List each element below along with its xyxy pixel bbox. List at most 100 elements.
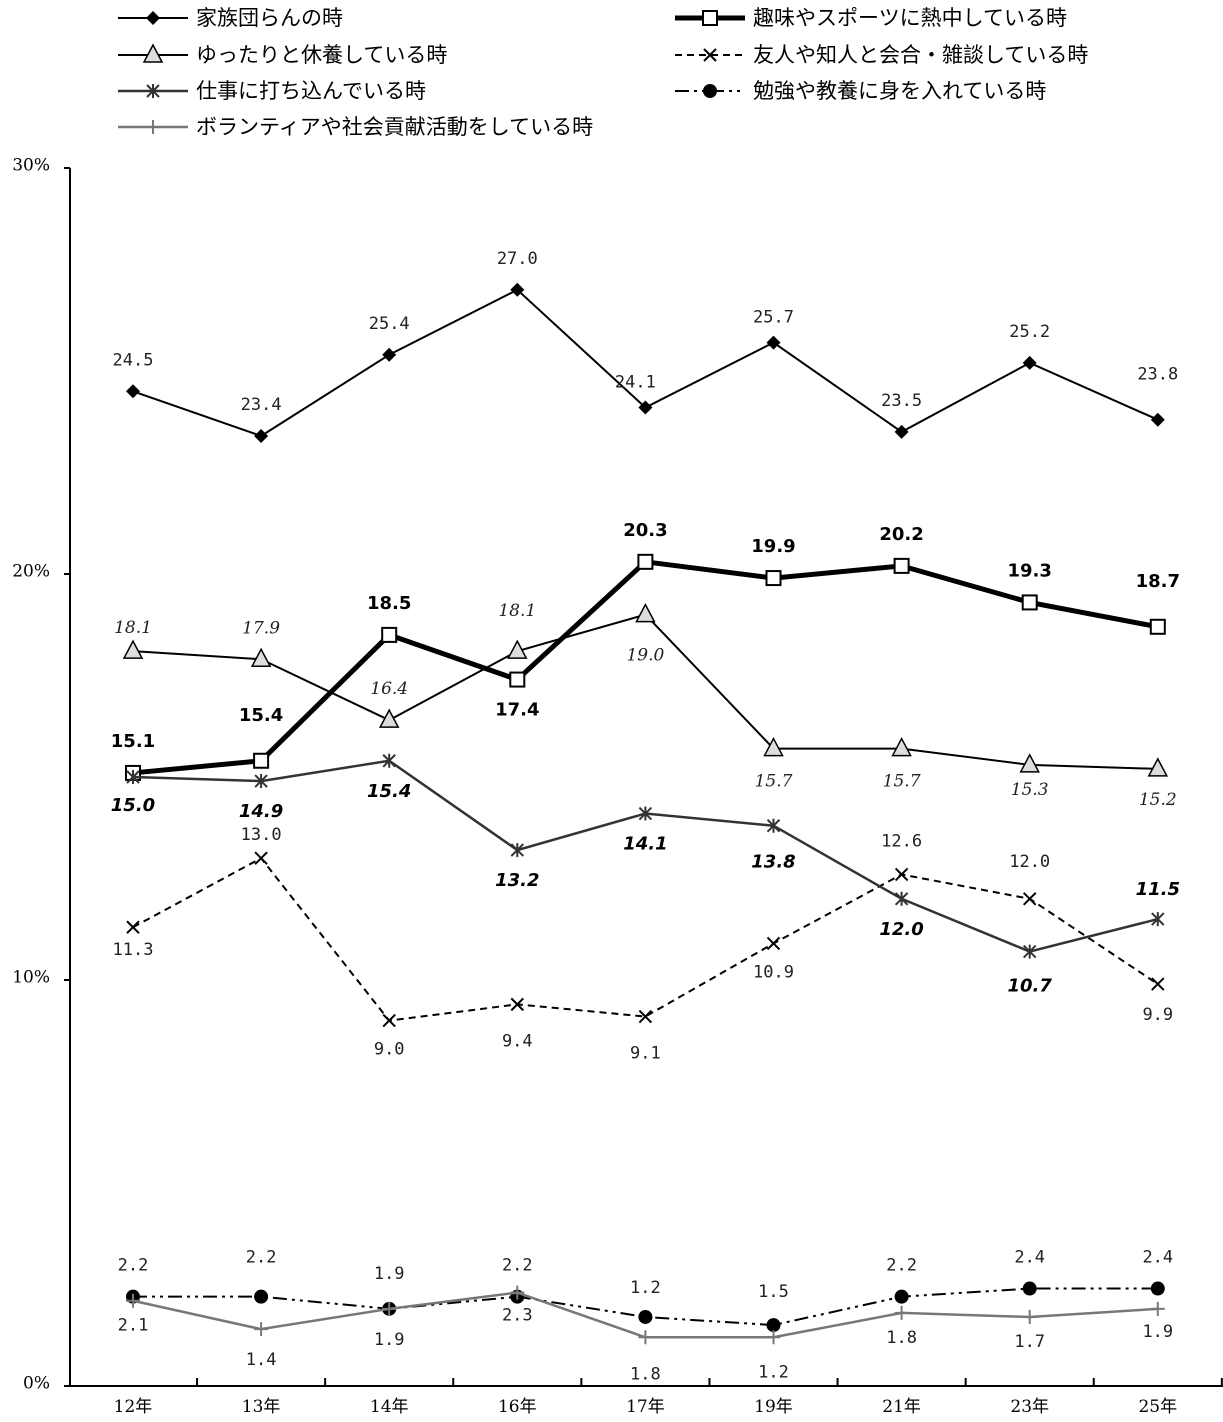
data-point xyxy=(122,639,144,659)
data-label: 23.4 xyxy=(241,395,282,415)
data-label: 10.7 xyxy=(1007,976,1052,997)
data-label: 1.7 xyxy=(1014,1332,1045,1352)
data-point xyxy=(381,626,398,643)
data-point xyxy=(510,282,525,297)
y-tick-label: 30% xyxy=(12,156,50,176)
data-label: 11.5 xyxy=(1136,879,1180,900)
data-point xyxy=(1022,892,1037,906)
data-point xyxy=(893,557,910,574)
legend-label: ゆったりと休養している時 xyxy=(196,43,447,67)
data-point xyxy=(507,639,528,659)
data-point xyxy=(126,1293,140,1308)
data-label: 9.0 xyxy=(374,1040,405,1060)
data-point xyxy=(766,335,781,350)
data-label: 15.4 xyxy=(239,705,283,726)
data-label: 1.5 xyxy=(758,1282,789,1302)
legend-label: ボランティアや社会貢献活動をしている時 xyxy=(196,115,593,139)
data-label: 20.3 xyxy=(623,520,667,541)
data-label: 15.0 xyxy=(111,795,155,816)
data-label: 25.7 xyxy=(753,308,794,328)
data-label: 13.0 xyxy=(241,825,282,845)
data-label: 12.6 xyxy=(881,831,922,851)
data-label: 9.4 xyxy=(502,1031,533,1051)
data-point xyxy=(766,1318,781,1333)
series-5 xyxy=(126,753,1165,959)
data-label: 15.3 xyxy=(1011,780,1049,800)
y-tick-label: 10% xyxy=(12,968,50,988)
data-point xyxy=(1022,355,1037,370)
x-tick-label: 12年 xyxy=(114,1397,153,1417)
legend-item: ボランティアや社会貢献活動をしている時 xyxy=(118,115,593,139)
data-label: 2.3 xyxy=(502,1306,533,1326)
data-label: 1.9 xyxy=(374,1264,405,1284)
series-line xyxy=(132,613,1158,770)
data-point xyxy=(378,708,400,728)
x-tick-label: 21年 xyxy=(882,1397,921,1417)
data-label: 17.9 xyxy=(242,618,280,638)
data-point xyxy=(1022,1281,1037,1296)
data-label: 16.4 xyxy=(370,679,408,699)
legend-marker xyxy=(703,84,717,98)
data-point xyxy=(126,770,140,784)
data-label: 25.2 xyxy=(1009,322,1050,342)
data-point xyxy=(1150,412,1165,427)
x-tick-label: 14年 xyxy=(370,1397,409,1417)
data-point xyxy=(1019,753,1040,773)
data-label: 1.9 xyxy=(1142,1322,1173,1342)
data-point xyxy=(1150,1281,1165,1296)
x-tick-label: 25年 xyxy=(1138,1397,1177,1417)
data-label: 14.9 xyxy=(239,801,283,822)
data-label: 19.0 xyxy=(626,646,664,666)
data-point xyxy=(1022,1309,1037,1324)
data-point xyxy=(253,752,270,769)
data-label: 24.1 xyxy=(615,373,656,393)
data-point xyxy=(637,553,654,570)
data-label: 17.4 xyxy=(495,700,539,721)
x-tick-label: 16年 xyxy=(498,1397,537,1417)
data-point xyxy=(638,1009,653,1024)
data-point xyxy=(382,1301,397,1316)
data-label: 1.8 xyxy=(886,1328,917,1348)
data-point xyxy=(763,736,784,757)
data-point xyxy=(635,602,656,623)
legend-item: 勉強や教養に身を入れている時 xyxy=(675,79,1046,103)
data-label: 23.8 xyxy=(1137,365,1178,385)
data-label: 18.1 xyxy=(114,618,152,638)
data-label: 19.3 xyxy=(1007,560,1051,581)
legend-label: 家族団らんの時 xyxy=(196,6,343,30)
data-point xyxy=(1151,912,1165,927)
data-label: 1.4 xyxy=(246,1350,277,1370)
data-point xyxy=(254,851,268,865)
data-point xyxy=(510,843,525,858)
series-line xyxy=(132,856,1159,1022)
series-6 xyxy=(126,1281,1165,1333)
series-line xyxy=(133,1287,1158,1327)
data-point xyxy=(382,347,397,362)
data-label: 1.2 xyxy=(630,1278,661,1298)
legend-marker xyxy=(703,48,717,62)
data-label: 15.7 xyxy=(755,772,793,792)
data-label: 9.1 xyxy=(630,1044,661,1064)
data-point xyxy=(766,936,781,951)
data-label: 1.9 xyxy=(374,1330,405,1350)
data-label: 20.2 xyxy=(879,524,923,545)
data-point xyxy=(510,997,525,1012)
data-point xyxy=(254,1322,269,1337)
series-line xyxy=(132,759,1159,953)
data-point xyxy=(894,867,909,882)
data-label: 13.2 xyxy=(495,870,539,891)
data-point xyxy=(126,920,140,934)
data-label: 18.5 xyxy=(367,593,411,614)
legend-marker xyxy=(146,84,160,98)
data-point xyxy=(250,647,272,668)
data-label: 27.0 xyxy=(497,249,538,269)
x-ticks: 12年 13年 14年 16年 17年 19年 21年 23年 25年 xyxy=(114,1378,1223,1417)
data-label: 1.2 xyxy=(758,1362,789,1382)
data-label: 25.4 xyxy=(369,314,410,334)
series-line xyxy=(132,559,1159,776)
data-label: 15.2 xyxy=(1139,790,1177,810)
data-point xyxy=(894,891,909,906)
data-label: 14.1 xyxy=(623,834,667,855)
